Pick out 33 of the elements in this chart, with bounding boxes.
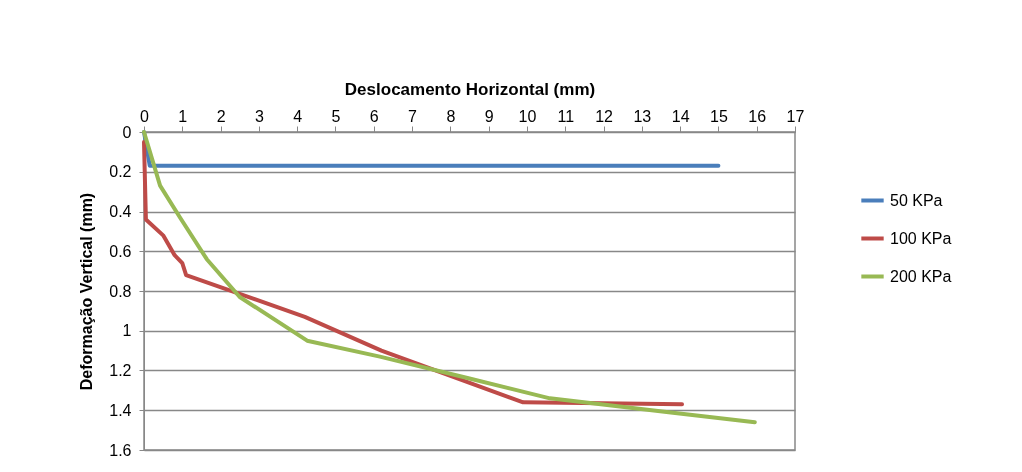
x-tick-label: 3	[254, 107, 264, 125]
y-tick-label: 0	[122, 123, 132, 141]
x-axis-title: Deslocamento Horizontal (mm)	[344, 79, 596, 99]
y-tick-label: 0.2	[109, 163, 132, 181]
legend-label: 100 KPa	[890, 229, 952, 247]
x-tick-label: 13	[633, 107, 652, 125]
y-tick-label: 1.6	[109, 441, 132, 459]
x-tick-label: 8	[446, 107, 456, 125]
x-tick-label: 16	[748, 107, 767, 125]
x-tick-label: 0	[140, 107, 150, 125]
y-tick-label: 0.4	[109, 203, 132, 220]
x-tick-label: 1	[178, 107, 188, 125]
x-tick-label: 6	[369, 107, 379, 125]
y-axis-title: Deformação Vertical (mm)	[78, 192, 96, 391]
legend-label: 200 KPa	[890, 267, 952, 285]
line-series	[142, 130, 757, 425]
y-tick-label: 1.4	[109, 401, 132, 419]
x-tick-label: 10	[518, 107, 537, 125]
y-tick-label: 1	[122, 322, 132, 340]
y-tick-label: 0.6	[109, 242, 132, 260]
legend-label: 50 KPa	[890, 191, 943, 209]
x-tick-label: 11	[557, 107, 575, 125]
x-tick-label: 2	[216, 107, 226, 125]
x-tick-label: 14	[671, 107, 690, 125]
y-tick-label: 0.8	[109, 282, 132, 300]
x-tick-label: 17	[786, 107, 805, 125]
y-tick-label: 1.2	[109, 362, 132, 379]
x-tick-label: 12	[595, 107, 614, 125]
x-tick-label: 15	[710, 107, 728, 125]
x-tick-label: 4	[293, 107, 303, 125]
x-tick-label: 7	[408, 107, 418, 125]
x-tick-label: 9	[484, 107, 494, 125]
x-tick-label: 5	[331, 107, 341, 125]
